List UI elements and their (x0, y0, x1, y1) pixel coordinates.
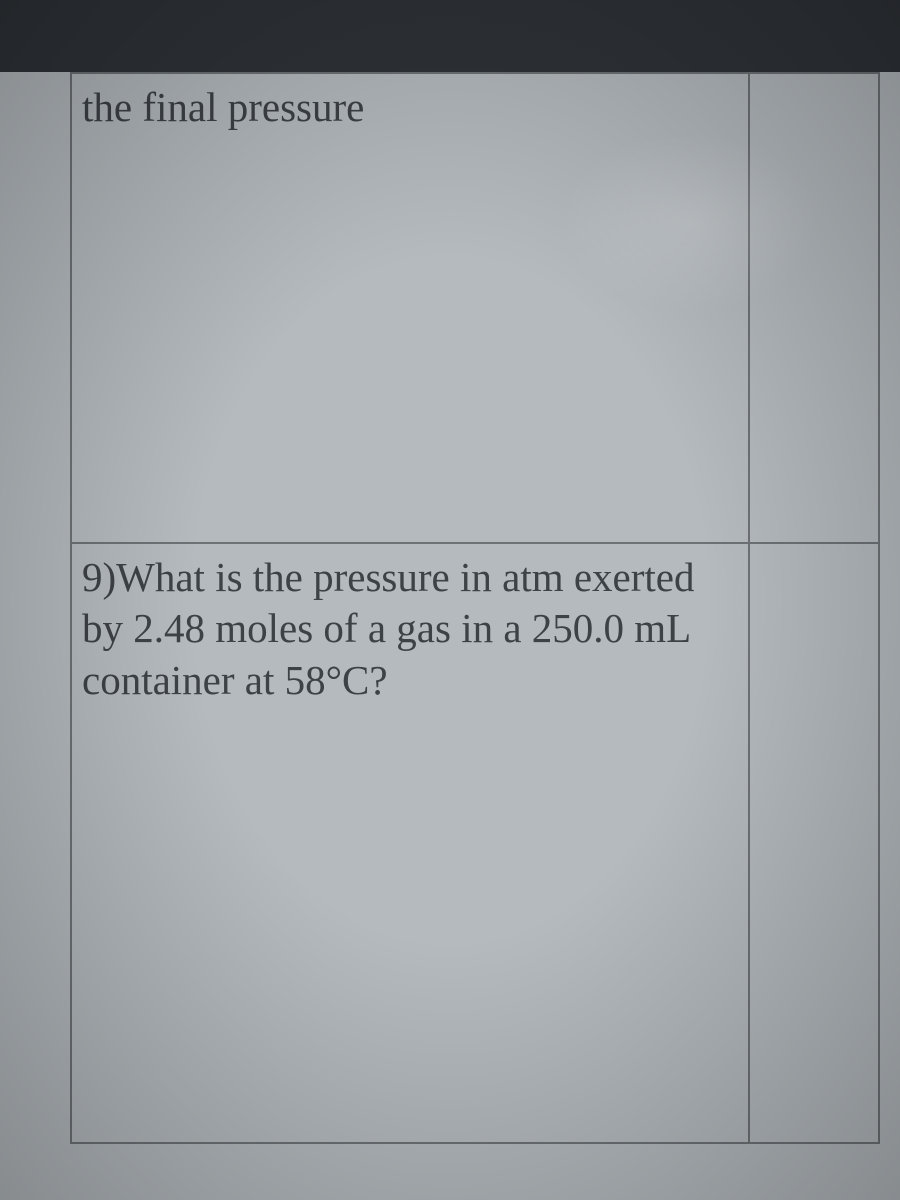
table-row: the final pressure (71, 73, 879, 543)
worksheet-table: the final pressure 9)What is the pressur… (70, 72, 880, 1144)
document-page: the final pressure 9)What is the pressur… (0, 72, 900, 1200)
cell-question-9: 9)What is the pressure in atm exerted by… (71, 543, 749, 1143)
cell-answer-8 (749, 73, 879, 543)
screen-top-bar (0, 0, 900, 72)
cell-question-8-fragment: the final pressure (71, 73, 749, 543)
cell-answer-9 (749, 543, 879, 1143)
worksheet-table-wrap: the final pressure 9)What is the pressur… (70, 72, 880, 1144)
table-row: 9)What is the pressure in atm exerted by… (71, 543, 879, 1143)
